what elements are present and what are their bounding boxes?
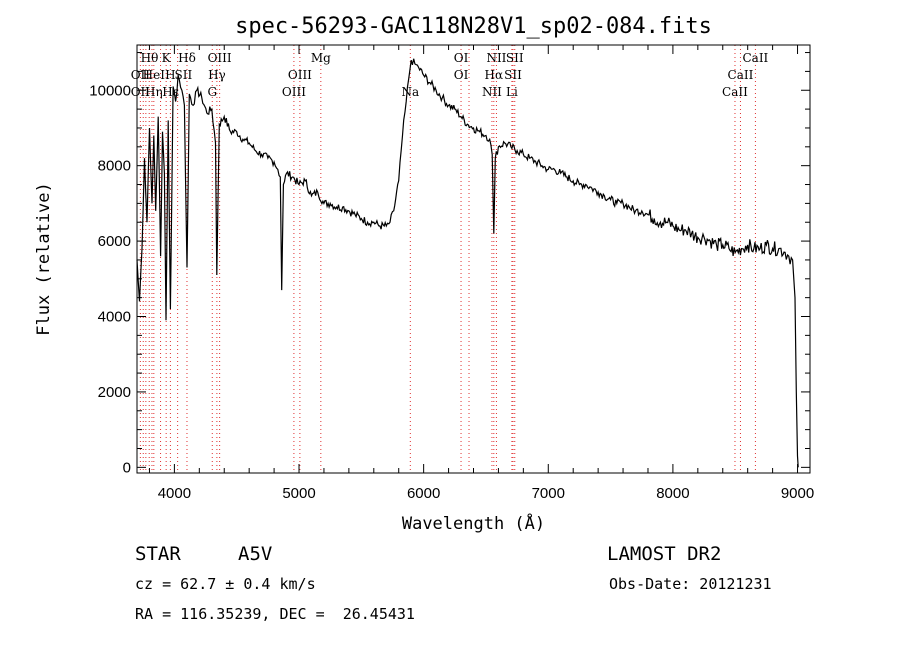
- observation-date: Obs-Date: 20121231: [609, 575, 772, 593]
- x-tick-label: 8000: [656, 485, 689, 502]
- line-label: G: [207, 85, 217, 99]
- line-label: Li: [506, 85, 518, 99]
- line-label: CaII: [722, 85, 748, 99]
- line-label: SII: [506, 51, 524, 65]
- y-tick-label: 6000: [98, 233, 131, 250]
- line-label: K: [162, 51, 172, 65]
- x-axis-label: Wavelength (Å): [402, 512, 545, 534]
- y-tick-label: 2000: [98, 384, 131, 401]
- object-subclass: A5V: [238, 543, 273, 565]
- line-label: NII: [482, 85, 502, 99]
- line-label: OIII: [208, 51, 232, 65]
- line-label: OI: [454, 68, 469, 82]
- object-class: STAR: [135, 543, 181, 565]
- plot-frame: [136, 44, 811, 474]
- coordinates-readout: RA = 116.35239, DEC = 26.45431: [135, 605, 415, 623]
- spectrum-series-line: [136, 58, 799, 468]
- redshift-readout: cz = 62.7 ± 0.4 km/s: [135, 575, 316, 593]
- line-label: SII: [504, 68, 522, 82]
- line-label: OII: [131, 68, 151, 82]
- x-axis-ticks: 4000 5000 6000 7000 8000 9000: [148, 45, 814, 502]
- line-label: OIII: [288, 68, 312, 82]
- line-label: NII: [486, 51, 506, 65]
- line-label: OIII: [282, 85, 306, 99]
- line-label: HeI: [143, 68, 166, 82]
- x-tick-label: 4000: [158, 485, 191, 502]
- x-tick-label: 7000: [532, 485, 565, 502]
- line-label: Hη: [145, 85, 163, 99]
- line-label: Hθ: [141, 51, 159, 65]
- y-tick-label: 10000: [89, 82, 131, 99]
- y-axis-ticks: 0 2000 4000 6000 8000 10000: [89, 52, 810, 476]
- line-label: OI: [454, 51, 469, 65]
- line-label: Hγ: [208, 68, 226, 82]
- y-tick-label: 4000: [98, 309, 131, 326]
- y-tick-label: 8000: [98, 158, 131, 175]
- line-label: Mg: [311, 51, 331, 65]
- chart-title: spec-56293-GAC118N28V1_sp02-084.fits: [235, 14, 712, 39]
- line-label: H: [165, 68, 175, 82]
- line-label: OII: [131, 85, 151, 99]
- line-label: CaII: [742, 51, 768, 65]
- survey-name: LAMOST DR2: [607, 543, 722, 565]
- line-label: Hα: [485, 68, 504, 82]
- line-label: Na: [401, 85, 419, 99]
- line-label: Hδ: [178, 51, 196, 65]
- x-tick-label: 9000: [781, 485, 814, 502]
- x-tick-label: 6000: [407, 485, 440, 502]
- line-label: CaII: [728, 68, 754, 82]
- x-tick-label: 5000: [282, 485, 315, 502]
- y-tick-label: 0: [123, 459, 131, 476]
- y-axis-label: Flux (relative): [34, 182, 54, 336]
- reference-lines: [139, 45, 756, 473]
